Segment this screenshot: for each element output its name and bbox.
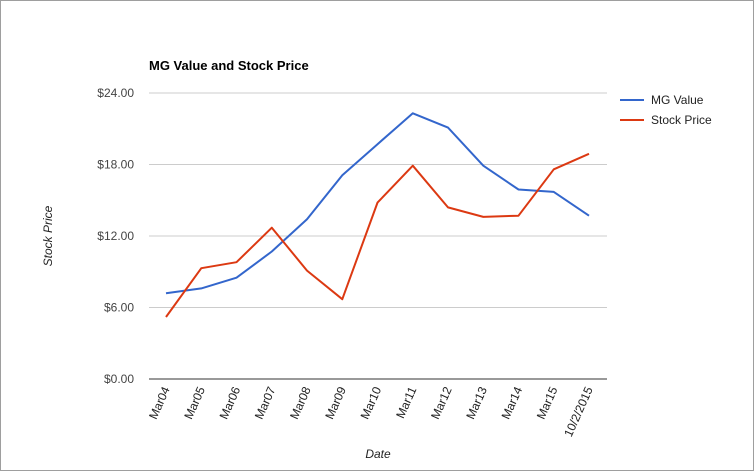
x-tick-label: Mar14 bbox=[499, 384, 526, 421]
series-line-stock-price bbox=[166, 154, 589, 317]
x-tick-label: Mar12 bbox=[428, 384, 455, 421]
x-tick-label: Mar04 bbox=[146, 384, 173, 421]
x-tick-label: Mar09 bbox=[322, 384, 349, 421]
y-axis-ticks: $0.00 $6.00 $12.00 $18.00 $24.00 bbox=[97, 86, 134, 386]
gridlines bbox=[149, 93, 607, 308]
x-tick-label: Mar11 bbox=[393, 384, 419, 420]
x-axis-title: Date bbox=[365, 447, 391, 461]
x-tick-label: 10/2/2015 bbox=[561, 384, 596, 439]
legend: MG Value Stock Price bbox=[620, 93, 712, 127]
x-tick-label: Mar15 bbox=[534, 384, 561, 421]
x-tick-label: Mar07 bbox=[252, 384, 279, 421]
series-lines bbox=[166, 113, 589, 317]
y-axis-title: Stock Price bbox=[41, 205, 55, 266]
y-tick-label: $18.00 bbox=[97, 158, 134, 172]
x-tick-label: Mar13 bbox=[463, 384, 490, 421]
y-tick-label: $6.00 bbox=[104, 301, 134, 315]
x-tick-label: Mar06 bbox=[217, 384, 244, 421]
x-tick-label: Mar08 bbox=[287, 384, 314, 421]
chart-title: MG Value and Stock Price bbox=[149, 58, 309, 73]
y-tick-label: $12.00 bbox=[97, 229, 134, 243]
legend-label: MG Value bbox=[651, 93, 704, 107]
x-tick-label: Mar05 bbox=[181, 384, 208, 421]
legend-label: Stock Price bbox=[651, 113, 712, 127]
x-axis-ticks: Mar04 Mar05 Mar06 Mar07 Mar08 Mar09 Mar10 Mar11… bbox=[146, 384, 596, 439]
y-tick-label: $0.00 bbox=[104, 372, 134, 386]
y-tick-label: $24.00 bbox=[97, 86, 134, 100]
x-tick-label: Mar10 bbox=[358, 384, 385, 421]
